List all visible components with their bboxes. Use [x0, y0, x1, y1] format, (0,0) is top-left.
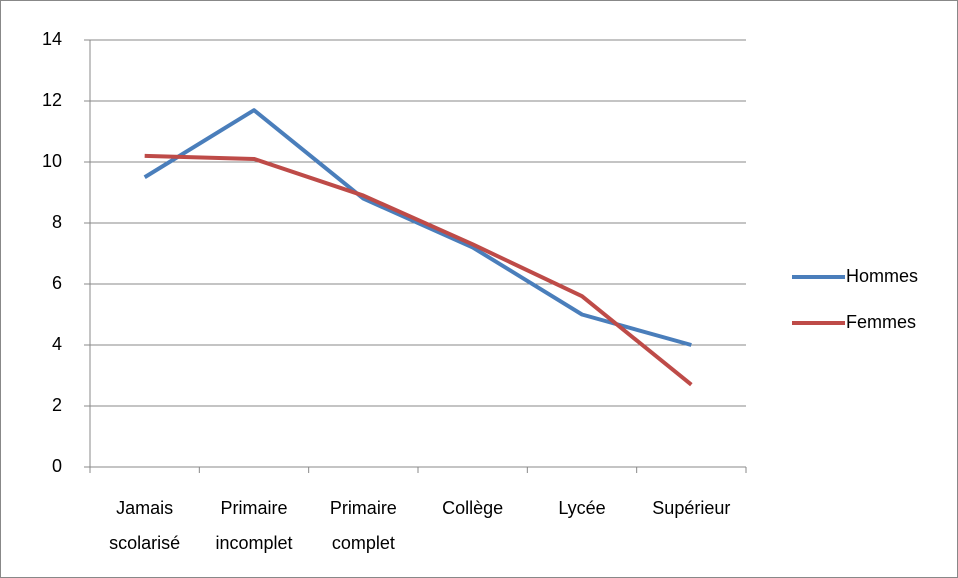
- x-tick-label: Collège: [442, 498, 503, 518]
- legend-label: Femmes: [846, 312, 916, 332]
- y-tick-label: 2: [52, 395, 62, 415]
- y-tick-label: 6: [52, 273, 62, 293]
- y-tick-label: 8: [52, 212, 62, 232]
- x-tick-label: Supérieur: [652, 498, 730, 518]
- line-series: [144, 153, 693, 387]
- x-tick-label: Primaire incomplet: [215, 498, 292, 553]
- x-tick-label: Jamais scolarisé: [109, 498, 180, 553]
- x-tick-label: Primaire complet: [330, 498, 397, 553]
- y-tick-label: 4: [52, 334, 62, 354]
- legend-label: Hommes: [846, 266, 918, 286]
- y-tick-label: 0: [52, 456, 62, 476]
- y-tick-label: 14: [42, 29, 62, 49]
- y-tick-label: 12: [42, 90, 62, 110]
- x-tick-label: Lycée: [558, 498, 605, 518]
- y-tick-label: 10: [42, 151, 62, 171]
- line-series: [143, 108, 692, 347]
